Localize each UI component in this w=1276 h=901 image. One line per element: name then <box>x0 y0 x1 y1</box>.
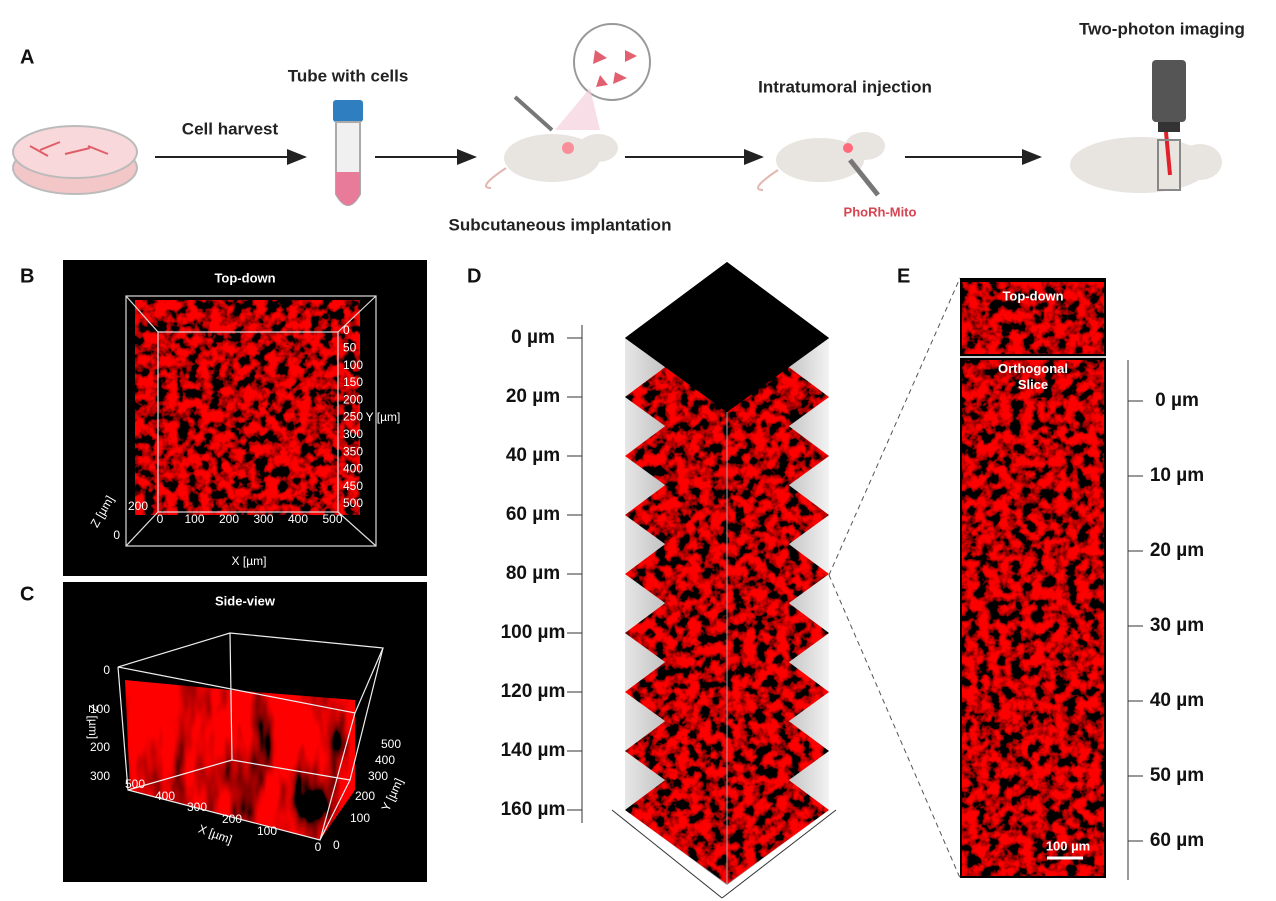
depth-label: 50 µm <box>1150 765 1204 786</box>
side-view-texture <box>125 680 355 840</box>
step-label: Cell harvest <box>182 119 279 138</box>
zoom-lines <box>828 277 961 879</box>
depth-label: 140 µm <box>501 740 566 761</box>
x-tick-label: 400 <box>288 512 308 526</box>
panel-label: C <box>20 583 34 605</box>
depth-label: 160 µm <box>501 799 566 820</box>
depth-label: 100 µm <box>501 622 566 643</box>
depth-label: 20 µm <box>506 386 560 407</box>
step-label: Two-photon imaging <box>1079 19 1245 38</box>
y-tick-label: 350 <box>343 444 363 458</box>
x-tick-label: 100 <box>257 824 277 838</box>
y-tick-label: 300 <box>368 769 388 783</box>
y-tick-label: 100 <box>350 811 370 825</box>
y-tick-label: 0 <box>343 323 350 337</box>
x-tick-label: 400 <box>155 789 175 803</box>
y-tick-label: 200 <box>343 392 363 406</box>
depth-label: 40 µm <box>1150 690 1204 711</box>
depth-label: 30 µm <box>1150 615 1204 636</box>
y-tick-label: 450 <box>343 479 363 493</box>
x-tick-label: 200 <box>219 512 239 526</box>
x-tick-label: 0 <box>315 840 322 854</box>
panel-title: Orthogonal Slice <box>998 361 1068 392</box>
x-tick-label: 300 <box>253 512 273 526</box>
y-tick-label: 400 <box>375 753 395 767</box>
depth-label: 60 µm <box>1150 830 1204 851</box>
panel-label: E <box>897 265 910 287</box>
depth-label: 10 µm <box>1150 465 1204 486</box>
probe-label: PhoRh-Mito <box>844 204 917 219</box>
z-tick-label: 200 <box>128 499 148 513</box>
panel-title: Top-down <box>1002 288 1063 303</box>
top-down-crop <box>962 282 1104 354</box>
z-tick-label: 0 <box>113 528 120 542</box>
z-tick-label: 200 <box>90 740 110 754</box>
top-down-texture <box>135 300 360 515</box>
y-tick-label: 300 <box>343 427 363 441</box>
panel-title: Top-down <box>214 270 275 285</box>
step-label: Subcutaneous implantation <box>449 215 672 234</box>
x-tick-label: 300 <box>187 800 207 814</box>
x-tick-label: 0 <box>157 512 164 526</box>
y-tick-label: 500 <box>343 496 363 510</box>
y-tick-label: 100 <box>343 358 363 372</box>
workflow-graphics <box>12 23 1222 206</box>
y-tick-label: 400 <box>343 462 363 476</box>
axis-label: Y [µm] <box>366 410 401 424</box>
orthogonal-slice <box>962 360 1104 876</box>
y-tick-label: 250 <box>343 410 363 424</box>
y-tick-label: 50 <box>343 340 357 354</box>
scale-bar-label: 100 µm <box>1046 838 1090 853</box>
y-tick-label: 150 <box>343 375 363 389</box>
z-tick-label: 100 <box>90 702 110 716</box>
depth-label: 60 µm <box>506 504 560 525</box>
step-label: Intratumoral injection <box>758 77 932 96</box>
depth-label: 40 µm <box>506 445 560 466</box>
x-tick-label: 500 <box>322 512 342 526</box>
side-view-box <box>117 632 384 841</box>
panel-label: A <box>20 46 34 68</box>
depth-label: 0 µm <box>1155 390 1199 411</box>
depth-label: 80 µm <box>506 563 560 584</box>
depth-label: 120 µm <box>501 681 566 702</box>
axis-label: Z [µm] <box>86 705 100 739</box>
step-label: Tube with cells <box>288 66 409 85</box>
depth-label: 20 µm <box>1150 540 1204 561</box>
z-tick-label: 0 <box>103 663 110 677</box>
x-tick-label: 200 <box>222 812 242 826</box>
z-tick-label: 300 <box>90 769 110 783</box>
bounding-box <box>125 295 377 547</box>
y-tick-label: 500 <box>381 737 401 751</box>
axis-label: X [µm] <box>232 554 267 568</box>
slice-base <box>625 262 829 412</box>
panel-label: B <box>20 265 34 287</box>
y-tick-label: 200 <box>355 789 375 803</box>
depth-label: 0 µm <box>511 327 555 348</box>
x-tick-label: 500 <box>125 777 145 791</box>
y-tick-label: 0 <box>333 838 340 852</box>
x-tick-label: 100 <box>184 512 204 526</box>
z-stack <box>625 262 829 885</box>
panel-title: Side-view <box>215 593 276 608</box>
panel-label: D <box>467 265 481 287</box>
